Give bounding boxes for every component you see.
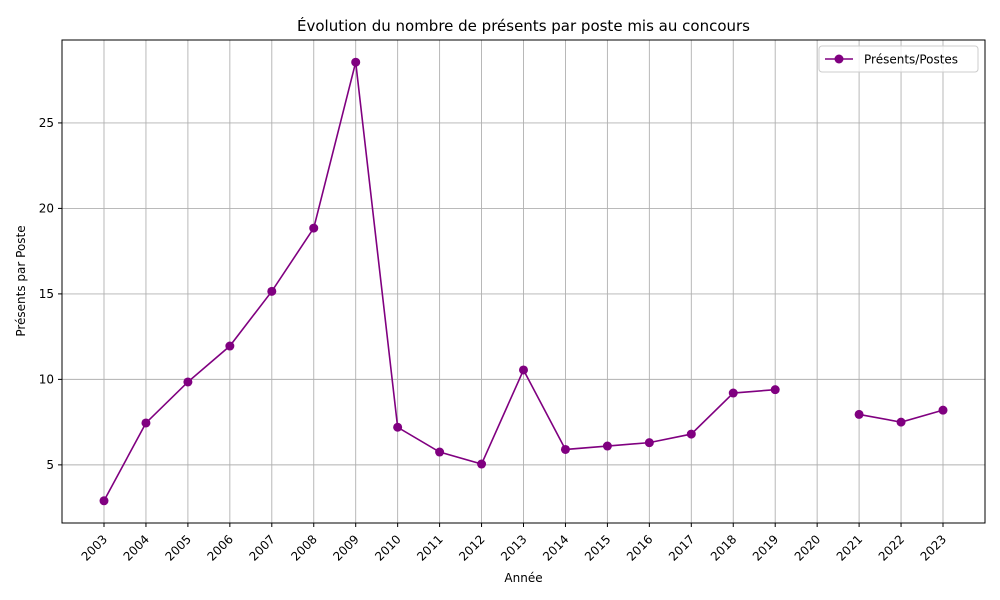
legend-label: Présents/Postes — [864, 53, 958, 67]
y-tick-label: 20 — [39, 201, 54, 215]
data-point — [728, 388, 738, 398]
x-tick-label: 2003 — [79, 532, 110, 563]
y-axis-label: Présents par Poste — [14, 225, 28, 336]
data-point — [477, 459, 487, 469]
x-tick-label: 2022 — [876, 532, 907, 563]
data-point — [560, 444, 570, 454]
data-point — [938, 405, 948, 415]
x-tick-label: 2021 — [834, 532, 865, 563]
data-point — [602, 441, 612, 451]
data-point — [770, 385, 780, 395]
x-tick-label: 2015 — [582, 532, 613, 563]
data-point — [519, 365, 528, 375]
x-tick-label: 2004 — [121, 532, 152, 563]
data-point — [854, 409, 864, 419]
data-point — [99, 496, 109, 506]
legend: Présents/Postes — [818, 45, 979, 73]
data-point — [686, 429, 696, 439]
data-point — [435, 447, 445, 457]
grid — [62, 40, 985, 523]
legend-box — [818, 45, 979, 73]
y-tick-label: 10 — [39, 372, 54, 386]
x-tick-label: 2011 — [414, 532, 445, 563]
data-point — [351, 57, 361, 67]
x-tick-label: 2013 — [498, 532, 529, 563]
y-tick-label: 5 — [46, 458, 54, 472]
data-point — [225, 341, 235, 351]
x-tick-label: 2010 — [372, 532, 403, 563]
x-tick-label: 2007 — [246, 532, 277, 563]
data-point — [183, 377, 193, 387]
x-tick-label: 2016 — [624, 532, 655, 563]
data-point — [644, 438, 654, 448]
x-tick-label: 2018 — [708, 532, 739, 563]
x-axis-label: Année — [504, 571, 542, 585]
data-point — [896, 417, 906, 427]
x-tick-label: 2009 — [330, 532, 361, 563]
x-axis: 2003 2004 2005 2006 2007 2008 2009 2010 2011 2012… — [79, 523, 949, 564]
x-tick-label: 2017 — [666, 532, 697, 563]
y-tick-label: 15 — [39, 287, 54, 301]
chart-title: Évolution du nombre de présents par post… — [297, 16, 750, 35]
x-tick-label: 2008 — [288, 532, 319, 563]
x-tick-label: 2006 — [204, 532, 235, 563]
y-axis: 5 10 15 20 25 — [39, 116, 62, 472]
x-tick-label: 2023 — [918, 532, 949, 563]
x-tick-label: 2020 — [792, 532, 823, 563]
x-tick-label: 2019 — [750, 532, 781, 563]
data-point — [267, 286, 277, 296]
x-tick-label: 2012 — [456, 532, 487, 563]
legend-marker-sample — [834, 54, 844, 64]
y-tick-label: 25 — [39, 116, 54, 130]
series — [99, 57, 948, 506]
data-point — [309, 223, 319, 233]
x-tick-label: 2014 — [540, 532, 571, 563]
data-point — [393, 422, 403, 432]
x-tick-label: 2005 — [163, 532, 194, 563]
data-point — [141, 418, 151, 428]
